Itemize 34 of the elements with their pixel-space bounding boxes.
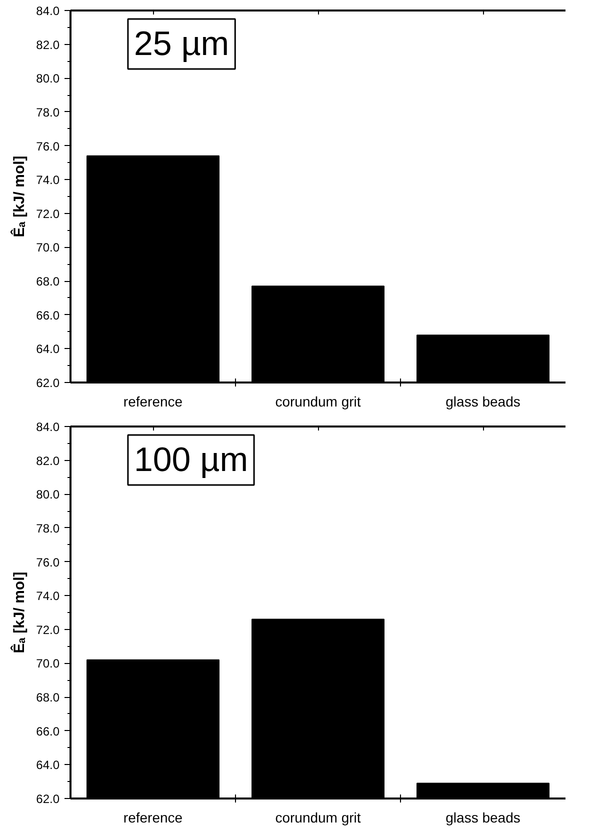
y-axis-title: Êₐ [kJ/ mol] [10, 572, 28, 654]
y-tick-label: 84.0 [36, 4, 60, 18]
y-tick-label: 72.0 [36, 622, 60, 637]
annotation: 100 µm [134, 440, 248, 479]
y-tick-label: 82.0 [36, 38, 60, 52]
y-tick-label: 76.0 [36, 555, 60, 570]
y-tick-label: 68.0 [36, 690, 60, 705]
y-tick-label: 70.0 [36, 240, 60, 255]
x-tick-label: reference [123, 394, 183, 410]
x-tick-label: glass beads [446, 810, 520, 826]
y-tick-label: 62.0 [36, 792, 60, 806]
y-tick-label: 74.0 [36, 173, 60, 188]
y-tick-label: 80.0 [36, 488, 60, 502]
y-tick-label: 74.0 [36, 589, 60, 604]
y-tick-label: 72.0 [36, 206, 60, 221]
y-tick-label: 70.0 [36, 656, 60, 671]
x-tick-label: corundum grit [275, 394, 361, 410]
annotation: 25 µm [134, 24, 230, 63]
y-tick-label: 64.0 [36, 758, 60, 772]
y-tick-label: 66.0 [36, 724, 60, 738]
y-tick-label: 64.0 [36, 342, 60, 356]
y-tick-label: 76.0 [36, 139, 60, 154]
y-tick-label: 82.0 [36, 454, 60, 468]
x-tick-label: reference [123, 810, 183, 826]
y-axis-title: Êₐ [kJ/ mol] [10, 156, 28, 238]
y-tick-label: 78.0 [36, 105, 60, 120]
y-tick-label: 68.0 [36, 274, 60, 289]
y-tick-label: 66.0 [36, 308, 60, 322]
y-tick-label: 80.0 [36, 72, 60, 86]
y-tick-label: 62.0 [36, 376, 60, 390]
y-tick-label: 84.0 [36, 420, 60, 434]
x-tick-label: glass beads [446, 394, 520, 410]
y-tick-label: 78.0 [36, 521, 60, 536]
x-tick-label: corundum grit [275, 810, 361, 826]
